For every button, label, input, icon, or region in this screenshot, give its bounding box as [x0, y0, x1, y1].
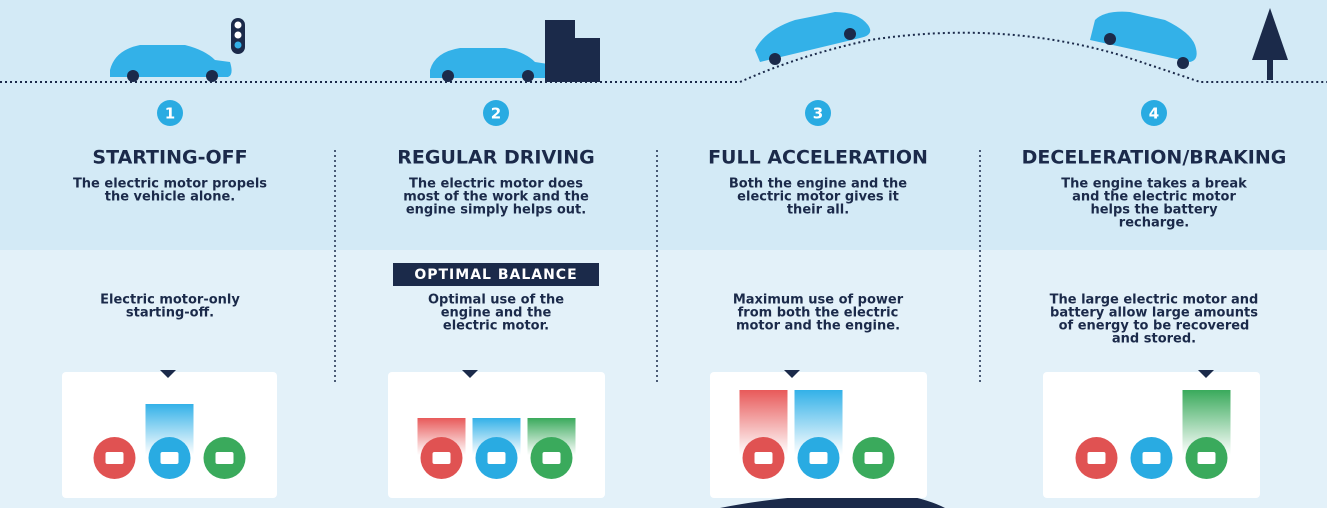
component-glyph	[755, 452, 773, 464]
component-glyph	[488, 452, 506, 464]
component-glyph	[1088, 452, 1106, 464]
step-detail: motor and the engine.	[736, 319, 900, 334]
step-detail: and stored.	[1112, 332, 1196, 347]
step-title: FULL ACCELERATION	[708, 147, 928, 169]
step-number: 2	[491, 105, 501, 123]
step-detail: starting-off.	[126, 306, 214, 321]
component-glyph	[1143, 452, 1161, 464]
component-glyph	[161, 452, 179, 464]
step-description: the vehicle alone.	[105, 190, 236, 205]
step-number: 3	[813, 105, 823, 123]
step-title: REGULAR DRIVING	[397, 147, 594, 169]
badge-text: OPTIMAL BALANCE	[414, 267, 577, 283]
component-glyph	[106, 452, 124, 464]
component-glyph	[810, 452, 828, 464]
step-description: their all.	[787, 203, 849, 218]
component-glyph	[216, 452, 234, 464]
component-glyph	[543, 452, 561, 464]
step-title: STARTING-OFF	[92, 147, 247, 169]
component-glyph	[1198, 452, 1216, 464]
step-description: engine simply helps out.	[406, 203, 586, 218]
step-description: recharge.	[1119, 216, 1189, 231]
infographic: 1STARTING-OFFThe electric motor propelst…	[0, 0, 1327, 508]
page: 1STARTING-OFFThe electric motor propelst…	[0, 0, 1327, 508]
step-number: 4	[1149, 105, 1159, 123]
step-number: 1	[165, 105, 175, 123]
component-glyph	[865, 452, 883, 464]
component-glyph	[433, 452, 451, 464]
step-detail: electric motor.	[443, 319, 549, 334]
step-title: DECELERATION/BRAKING	[1022, 147, 1287, 169]
